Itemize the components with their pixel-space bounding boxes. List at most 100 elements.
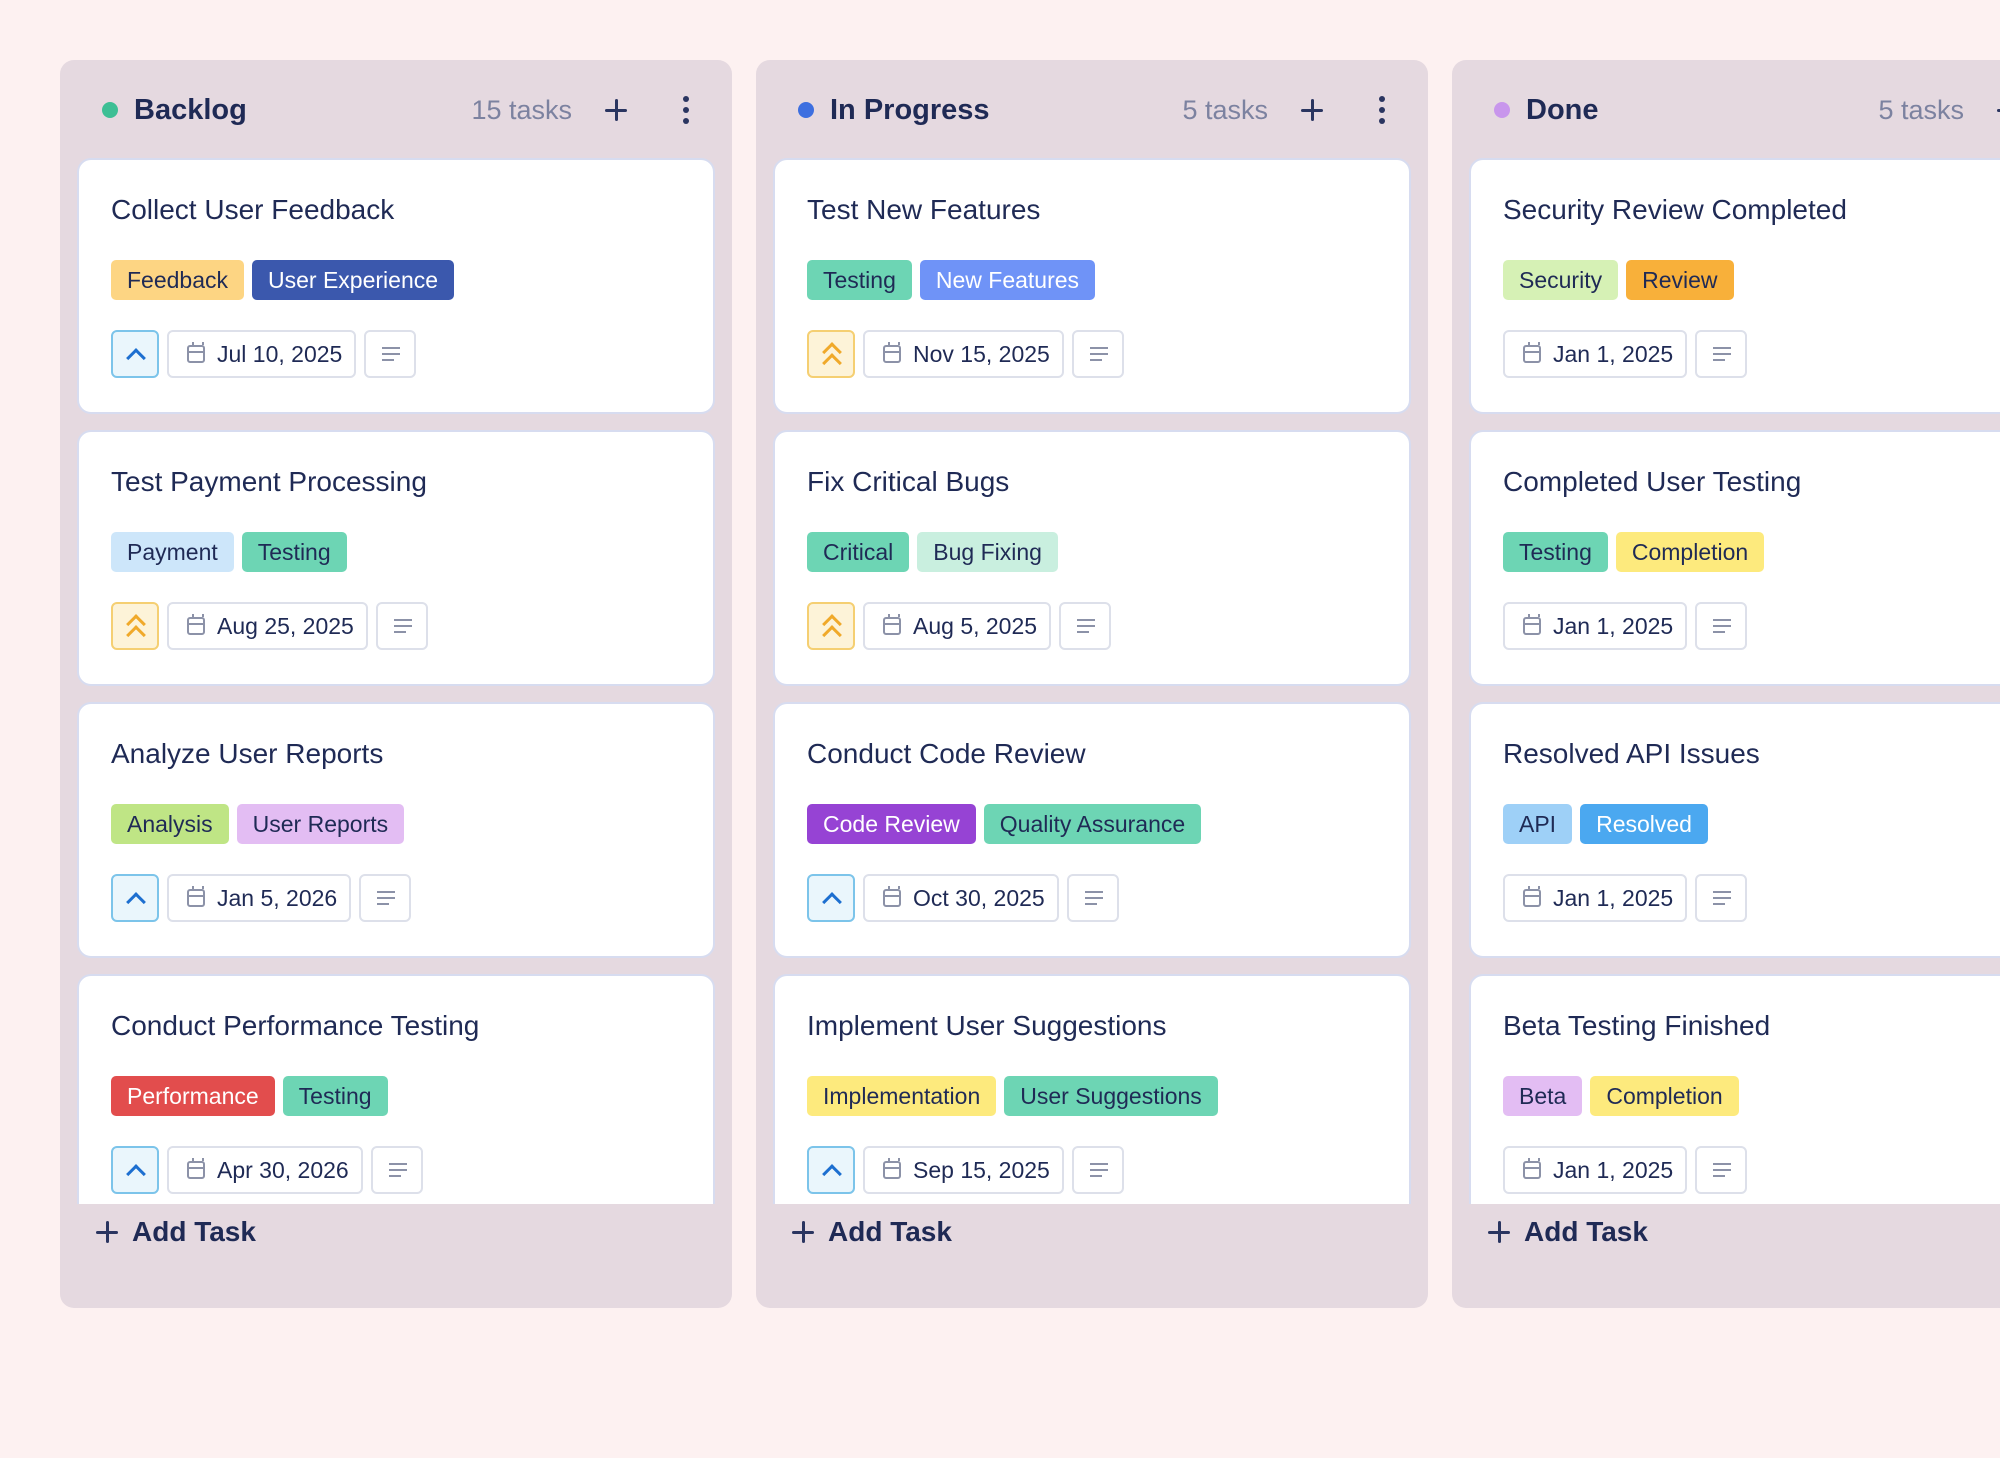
chevron-up-icon[interactable] (807, 1146, 855, 1194)
chevron-up-icon[interactable] (111, 330, 159, 378)
tag[interactable]: Completion (1615, 532, 1765, 572)
tag-list: Beta Completion (1503, 1076, 1739, 1116)
task-card[interactable]: Implement User Suggestions Implementation… (773, 974, 1411, 1204)
tag[interactable]: Review (1626, 260, 1734, 300)
task-card[interactable]: Test Payment Processing Payment Testing Aug… (77, 430, 715, 686)
calendar-icon (187, 1158, 205, 1179)
text-lines-icon[interactable] (359, 874, 412, 922)
task-card[interactable]: Collect User Feedback Feedback User Experi… (77, 158, 715, 414)
task-meta: Jul 10, 2025 (111, 330, 417, 378)
add-task-button[interactable]: Add Task (96, 1210, 256, 1254)
task-card[interactable]: Analyze User Reports Analysis User Reports… (77, 702, 715, 958)
tag[interactable]: Testing (807, 260, 912, 300)
text-lines-icon[interactable] (1695, 1146, 1748, 1194)
tag[interactable]: New Features (919, 260, 1096, 300)
due-date-chip[interactable]: Apr 30, 2026 (167, 1146, 363, 1194)
tag[interactable]: Analysis (111, 804, 229, 844)
tag[interactable]: Quality Assurance (983, 804, 1202, 844)
task-meta: Aug 25, 2025 (111, 602, 428, 650)
double-chevron-up-icon[interactable] (807, 330, 855, 378)
column-header: In Progress 5 tasks (756, 60, 1428, 158)
double-chevron-up-icon[interactable] (807, 602, 855, 650)
due-date-chip[interactable]: Oct 30, 2025 (863, 874, 1059, 922)
task-card[interactable]: Conduct Performance Testing Performance Te… (77, 974, 715, 1204)
text-lines-icon[interactable] (1071, 1146, 1124, 1194)
add-task-button[interactable]: Add Task (792, 1210, 952, 1254)
due-date-chip[interactable]: Aug 5, 2025 (863, 602, 1052, 650)
plus-icon[interactable] (1292, 90, 1332, 130)
task-card[interactable]: Fix Critical Bugs Critical Bug Fixing Aug 5… (773, 430, 1411, 686)
column-title: Backlog (134, 94, 247, 126)
text-lines-icon[interactable] (370, 1146, 423, 1194)
due-date-chip[interactable]: Nov 15, 2025 (863, 330, 1064, 378)
calendar-icon (187, 614, 205, 635)
chevron-up-icon[interactable] (111, 1146, 159, 1194)
task-card[interactable]: Resolved API Issues API Resolved Jan 1, 202… (1469, 702, 2000, 958)
tag[interactable]: Beta (1503, 1076, 1583, 1116)
tag[interactable]: Feedback (111, 260, 245, 300)
task-title: Collect User Feedback (111, 194, 395, 225)
more-vertical-icon[interactable] (1372, 90, 1392, 130)
due-date-chip[interactable]: Jul 10, 2025 (167, 330, 357, 378)
tag[interactable]: Performance (111, 1076, 275, 1116)
task-card[interactable]: Security Review Completed Security Review J… (1469, 158, 2000, 414)
task-count: 5 tasks (1182, 95, 1268, 125)
text-lines-icon[interactable] (1066, 874, 1119, 922)
due-date-chip[interactable]: Jan 1, 2025 (1503, 874, 1688, 922)
due-date-chip[interactable]: Jan 5, 2026 (167, 874, 352, 922)
text-lines-icon[interactable] (375, 602, 428, 650)
task-card[interactable]: Conduct Code Review Code Review Quality As… (773, 702, 1411, 958)
text-lines-icon[interactable] (1059, 602, 1112, 650)
tag[interactable]: Testing (241, 532, 347, 572)
plus-icon[interactable] (1988, 90, 2000, 130)
tag[interactable]: Implementation (807, 1076, 997, 1116)
tag[interactable]: User Suggestions (1004, 1076, 1218, 1116)
tag-list: Analysis User Reports (111, 804, 405, 844)
task-meta: Sep 15, 2025 (807, 1146, 1124, 1194)
tag[interactable]: Payment (111, 532, 234, 572)
task-title: Completed User Testing (1503, 466, 1802, 497)
chevron-up-icon[interactable] (111, 874, 159, 922)
tag[interactable]: Testing (282, 1076, 388, 1116)
task-card[interactable]: Test New Features Testing New Features Nov … (773, 158, 1411, 414)
add-task-label: Add Task (1524, 1216, 1648, 1247)
due-date: Jan 1, 2025 (1553, 884, 1674, 911)
tag[interactable]: User Reports (236, 804, 405, 844)
task-meta: Aug 5, 2025 (807, 602, 1112, 650)
text-lines-icon[interactable] (1071, 330, 1124, 378)
column-title: In Progress (830, 94, 990, 126)
plus-icon[interactable] (596, 90, 636, 130)
task-card[interactable]: Completed User Testing Testing Completion J… (1469, 430, 2000, 686)
chevron-up-icon[interactable] (807, 874, 855, 922)
due-date-chip[interactable]: Sep 15, 2025 (863, 1146, 1064, 1194)
task-title: Conduct Code Review (807, 738, 1086, 769)
tag[interactable]: Testing (1503, 532, 1608, 572)
column-done: Done 5 tasks Security Review Completed Secu… (1452, 60, 2000, 1308)
text-lines-icon[interactable] (1695, 602, 1748, 650)
task-card[interactable]: Beta Testing Finished Beta Completion Jan 1… (1469, 974, 2000, 1204)
due-date-chip[interactable]: Jan 1, 2025 (1503, 602, 1688, 650)
tag[interactable]: Resolved (1580, 804, 1708, 844)
tag[interactable]: Code Review (807, 804, 976, 844)
due-date-chip[interactable]: Jan 1, 2025 (1503, 1146, 1688, 1194)
tag[interactable]: Critical (807, 532, 910, 572)
calendar-icon (883, 886, 901, 907)
task-meta: Jan 5, 2026 (111, 874, 412, 922)
due-date-chip[interactable]: Jan 1, 2025 (1503, 330, 1688, 378)
text-lines-icon[interactable] (364, 330, 417, 378)
text-lines-icon[interactable] (1695, 330, 1748, 378)
calendar-icon (1523, 614, 1541, 635)
text-lines-icon[interactable] (1695, 874, 1748, 922)
tag[interactable]: Security (1503, 260, 1619, 300)
due-date: Jan 1, 2025 (1553, 1156, 1674, 1183)
due-date-chip[interactable]: Aug 25, 2025 (167, 602, 368, 650)
tag[interactable]: Bug Fixing (917, 532, 1058, 572)
tag-list: Performance Testing (111, 1076, 388, 1116)
more-vertical-icon[interactable] (676, 90, 696, 130)
double-chevron-up-icon[interactable] (111, 602, 159, 650)
kanban-board: Backlog 15 tasks Collect User Feedback Feed… (60, 60, 2000, 1308)
tag[interactable]: API (1503, 804, 1573, 844)
tag[interactable]: Completion (1590, 1076, 1739, 1116)
tag[interactable]: User Experience (252, 260, 455, 300)
add-task-button[interactable]: Add Task (1488, 1210, 1648, 1254)
